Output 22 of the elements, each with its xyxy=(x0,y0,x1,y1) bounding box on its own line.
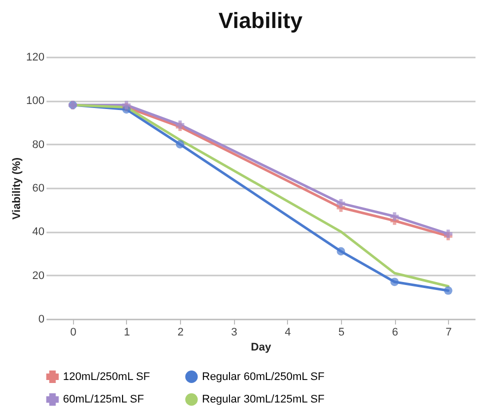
y-tick-label: 0 xyxy=(38,314,44,326)
x-tick-label: 7 xyxy=(446,326,452,338)
x-tick-label: 3 xyxy=(231,326,238,338)
x-tick-label: 6 xyxy=(392,326,398,338)
y-axis-title: Viability (%) xyxy=(11,157,24,220)
x-axis-title: Day xyxy=(250,342,272,354)
x-tick-label: 1 xyxy=(124,326,130,338)
y-tick-label: 80 xyxy=(32,138,44,151)
legend-label: 120mL/250mL SF xyxy=(63,370,150,383)
legend-label: Regular 60mL/250mL SF xyxy=(202,370,325,383)
y-tick-label: 20 xyxy=(32,270,44,282)
legend-label: Regular 30mL/125mL SF xyxy=(202,394,325,406)
x-tick-label: 2 xyxy=(178,326,184,338)
y-tick-label: 120 xyxy=(26,52,44,64)
legend-label: 60mL/125mL SF xyxy=(63,394,144,406)
chart-title: Viability xyxy=(218,8,304,33)
x-tick-label: 0 xyxy=(70,326,76,338)
x-tick-label: 5 xyxy=(338,326,344,338)
y-tick-label: 100 xyxy=(26,95,44,108)
x-tick-label: 4 xyxy=(284,326,291,338)
y-tick-label: 40 xyxy=(32,226,44,238)
y-tick-label: 60 xyxy=(32,182,44,194)
